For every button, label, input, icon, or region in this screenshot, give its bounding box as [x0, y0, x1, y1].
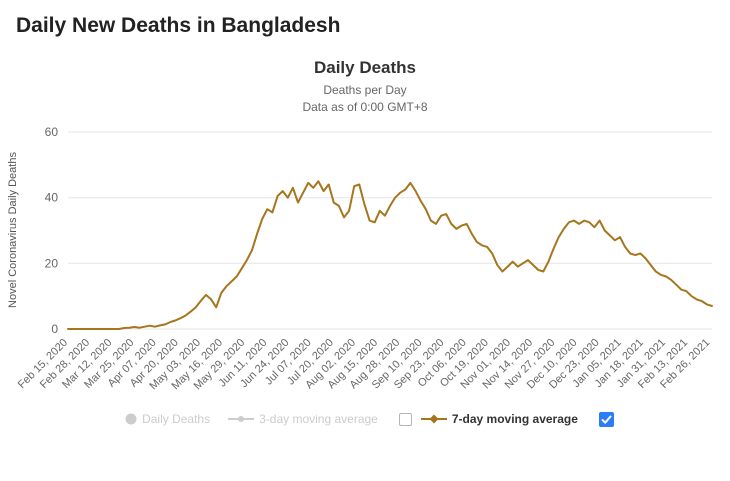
chart-legend: Daily Deaths 3-day moving average 7-day mo…: [0, 411, 730, 427]
chart-header: Daily Deaths Deaths per Day Data as of 0…: [0, 58, 730, 116]
y-tick-label: 20: [45, 256, 59, 270]
checkmark-icon: [601, 415, 612, 424]
y-tick-label: 40: [45, 190, 59, 204]
page-title: Daily New Deaths in Bangladesh: [16, 14, 341, 37]
chart-subtitle-line2: Data as of 0:00 GMT+8: [302, 99, 428, 114]
legend-checkbox-3-day-moving-average[interactable]: [398, 412, 412, 426]
chart-subtitle-line1: Deaths per Day: [323, 83, 407, 97]
chart-title: Daily Deaths: [313, 58, 417, 77]
legend-item-3-day-moving-average[interactable]: 3-day moving average: [228, 412, 378, 426]
legend-label-3-day-moving-average: 3-day moving average: [259, 412, 378, 427]
legend-item-daily-deaths[interactable]: Daily Deaths: [125, 412, 210, 426]
series-line-7day-moving-average[interactable]: [67, 179, 713, 330]
legend-marker-circle-icon: [125, 413, 137, 425]
chart-subtitle: Deaths per Day Data as of 0:00 GMT+8: [0, 82, 730, 116]
legend-checkbox-7-day-moving-average[interactable]: [598, 411, 614, 427]
y-axis-title: Novel Coronavirus Daily Deaths: [7, 151, 19, 307]
legend-marker-line-diamond-icon: [420, 414, 447, 424]
y-tick-label: 0: [51, 322, 58, 336]
y-tick-label: 60: [45, 125, 59, 139]
legend-label-daily-deaths: Daily Deaths: [142, 412, 211, 427]
legend-item-7-day-moving-average[interactable]: 7-day moving average: [420, 412, 578, 427]
legend-marker-line-circle-icon: [228, 416, 255, 423]
legend-label-7-day-moving-average: 7-day moving average: [451, 412, 578, 427]
